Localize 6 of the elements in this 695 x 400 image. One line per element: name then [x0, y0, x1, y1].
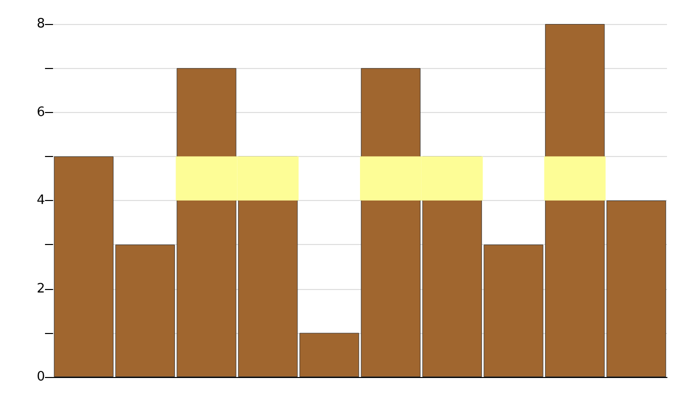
y-tick-label: 4: [36, 193, 45, 208]
y-tick-label: 6: [36, 104, 45, 120]
y-tick-label: 8: [36, 16, 45, 32]
y-tick-label: 2: [36, 281, 45, 296]
bar: [544, 156, 606, 200]
y-tick-label: 0: [36, 370, 45, 384]
